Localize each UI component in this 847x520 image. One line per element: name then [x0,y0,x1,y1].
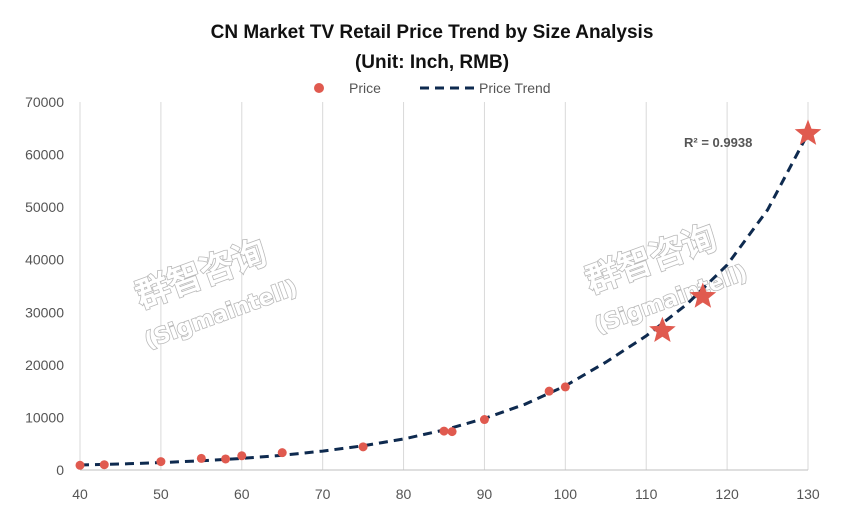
legend: Price Price Trend [314,80,551,96]
price-point [156,457,166,467]
price-star-point [794,119,822,145]
y-tick-label: 60000 [25,147,64,163]
price-point [479,415,489,425]
r-squared-label: R² = 0.9938 [684,135,752,150]
price-point [196,453,206,463]
y-tick-label: 0 [56,462,64,478]
y-tick-label: 30000 [25,304,64,320]
price-point [99,460,109,470]
legend-trend-label: Price Trend [479,80,551,96]
x-tick-label: 100 [554,486,578,502]
price-star-point [649,316,676,342]
chart-title: CN Market TV Retail Price Trend by Size … [211,22,654,43]
price-point [237,451,247,461]
legend-price-marker [314,83,324,93]
x-tick-label: 40 [72,486,88,502]
y-tick-label: 40000 [25,252,64,268]
price-point [447,427,457,437]
price-point [358,442,368,452]
x-tick-label: 90 [477,486,493,502]
y-tick-label: 20000 [25,357,64,373]
x-tick-label: 110 [635,486,658,502]
x-tick-label: 70 [315,486,331,502]
y-tick-label: 70000 [25,94,64,110]
price-point [75,460,85,470]
grid [79,102,809,470]
price-point [560,382,570,392]
data-points [75,119,822,470]
watermark-left: 群智咨询 (Sigmaintell) [130,232,302,355]
price-point [544,386,554,396]
x-tick-label: 80 [396,486,412,502]
x-tick-label: 50 [153,486,169,502]
axes: 40 50 60 70 80 90 100 110 120 130 0 10000 20000 30000… [25,94,820,502]
y-tick-label: 10000 [25,409,64,425]
x-tick-label: 60 [234,486,250,502]
legend-price-label: Price [349,80,381,96]
price-point [439,426,449,436]
y-tick-label: 50000 [25,199,64,215]
price-star-point [689,282,717,308]
x-tick-label: 130 [796,486,820,502]
price-point [277,448,287,458]
chart-subtitle: (Unit: Inch, RMB) [355,52,509,73]
x-tick-label: 120 [715,486,739,502]
price-point [221,454,231,464]
